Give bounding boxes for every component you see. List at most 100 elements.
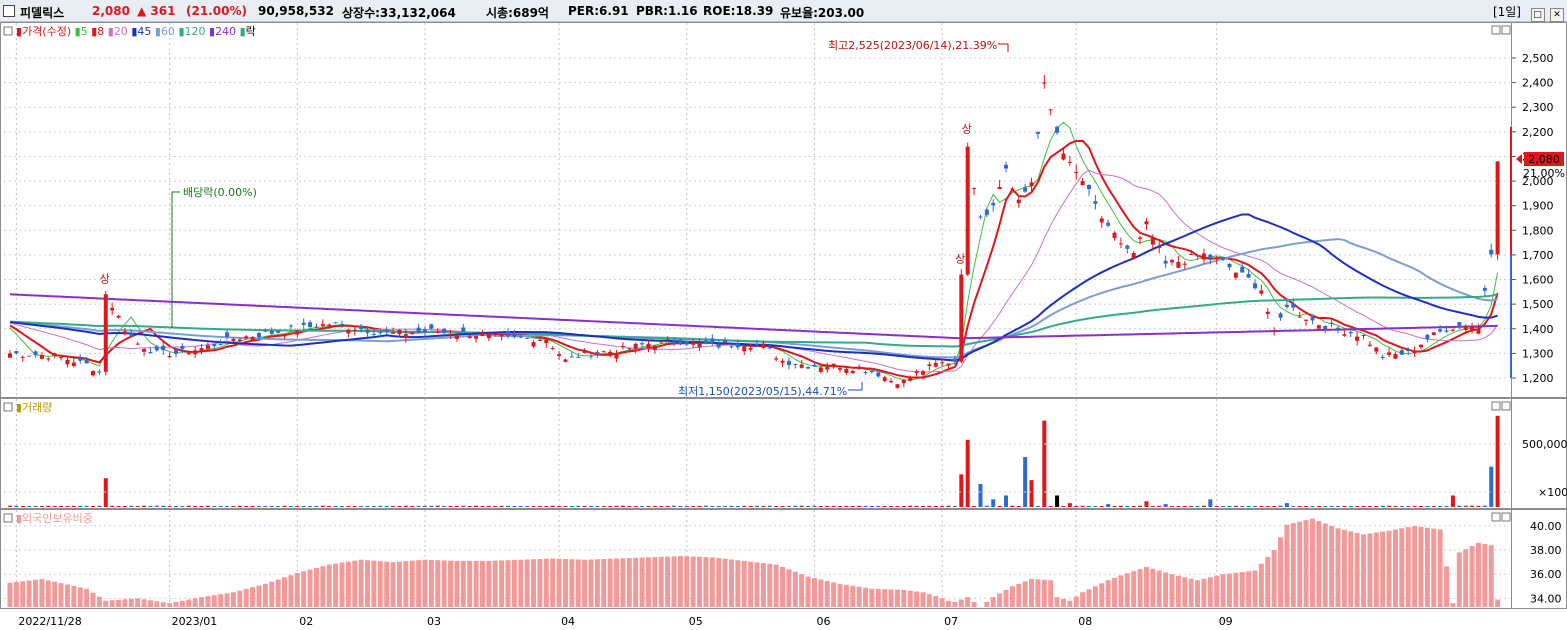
volume-bar	[1463, 505, 1468, 507]
foreign-bar	[486, 560, 492, 607]
volume-bar	[710, 505, 715, 507]
pbr-value: PBR:1.16	[636, 4, 698, 18]
foreign-bar	[313, 567, 319, 607]
volume-bar	[786, 505, 791, 507]
candle-body	[678, 340, 683, 345]
candle-body	[1253, 283, 1257, 289]
y-tick-label: 2,400	[1522, 77, 1554, 90]
volume-bar	[550, 505, 555, 507]
candle-body	[244, 336, 249, 339]
candle-body	[78, 358, 83, 361]
candle-body	[301, 322, 306, 325]
candle-body	[1214, 257, 1219, 259]
volume-bar	[142, 505, 147, 507]
volume-bar	[1259, 506, 1264, 507]
foreign-bar	[390, 562, 396, 607]
foreign-bar	[1386, 530, 1392, 607]
volume-bar	[1170, 505, 1174, 507]
foreign-bar	[1412, 525, 1418, 607]
candle-body	[889, 381, 894, 383]
y-tick-label: 1,800	[1522, 224, 1554, 237]
high-arrow	[998, 43, 1009, 52]
foreign-bar	[147, 600, 153, 607]
candle-body	[135, 343, 140, 345]
foreign-bar	[665, 556, 671, 607]
volume-bar	[218, 506, 223, 507]
x-tick-label: 09	[1219, 615, 1233, 628]
foreign-bar	[875, 588, 881, 607]
pane-close-icon	[1501, 401, 1511, 411]
foreign-bar	[901, 589, 907, 607]
candle-body	[212, 343, 217, 347]
foreign-bar	[1016, 583, 1022, 607]
volume-bar	[1074, 505, 1079, 507]
volume-bar	[154, 505, 159, 507]
pane-restore-icon	[1491, 25, 1501, 35]
foreign-bar	[1456, 552, 1462, 607]
select-checkbox[interactable]	[3, 5, 15, 17]
volume-bar	[20, 506, 25, 507]
y-tick-label: 2,000	[1522, 175, 1554, 188]
candle-body	[1004, 164, 1008, 169]
candle-body	[646, 343, 651, 348]
volume-bar	[59, 505, 64, 507]
candle-body	[46, 358, 51, 360]
volume-bar	[799, 505, 804, 507]
period-selector[interactable]: [1일]	[1492, 5, 1521, 19]
legend-ma-20: 20	[114, 25, 132, 38]
volume-bar	[984, 505, 989, 507]
maximize-button[interactable]: □	[1530, 8, 1545, 22]
volume-bar	[308, 506, 313, 507]
foreign-bar	[1354, 532, 1360, 607]
candle-body	[665, 339, 670, 341]
candle-body	[288, 325, 293, 327]
candle-body	[1425, 334, 1430, 340]
candle-body	[550, 348, 555, 350]
foreign-bar	[1303, 520, 1309, 607]
candle-body	[193, 350, 198, 355]
volume-bar	[231, 506, 236, 507]
y-tick-label: 2,500	[1522, 52, 1554, 65]
candle-body	[365, 330, 370, 333]
candle-body	[1067, 161, 1072, 163]
foreign-bar	[441, 560, 447, 607]
candle-body	[869, 371, 874, 373]
candle-body	[1195, 255, 1200, 257]
volume-bar	[461, 505, 466, 507]
foreign-bar	[1252, 570, 1258, 607]
volume-bar	[46, 505, 51, 507]
candle-body	[1374, 347, 1379, 352]
candle-body	[340, 323, 344, 325]
volume-bar	[659, 506, 664, 507]
volume-bar	[1016, 506, 1021, 507]
foreign-bar	[1143, 566, 1149, 607]
volume-bar	[1093, 506, 1098, 507]
foreign-bar	[237, 590, 243, 607]
candle-body	[831, 363, 836, 368]
volume-bar	[818, 506, 823, 507]
foreign-bar	[1048, 580, 1054, 607]
volume-bar	[1431, 506, 1436, 507]
candle-body	[780, 360, 785, 363]
candle-body	[1329, 322, 1334, 324]
volume-bar	[563, 506, 568, 507]
volume-bar	[882, 506, 887, 507]
volume-tick-label: ×100	[1538, 486, 1567, 499]
foreign-bar	[728, 559, 734, 607]
volume-bar	[346, 506, 351, 507]
foreign-bar	[933, 595, 939, 607]
volume-bar	[193, 506, 198, 507]
close-button[interactable]: ✕	[1550, 8, 1564, 22]
volume-bar	[1087, 506, 1091, 507]
volume-bar	[180, 506, 185, 507]
volume-bar	[1227, 506, 1232, 507]
foreign-bar	[199, 597, 205, 607]
volume-bar	[365, 506, 370, 507]
candle-body	[1482, 287, 1487, 291]
foreign-bar	[818, 579, 824, 607]
candle-body	[844, 368, 849, 373]
y-tick-label: 2,200	[1522, 126, 1554, 139]
candle-body	[250, 336, 255, 341]
candle-body	[1208, 254, 1213, 259]
foreign-bar	[211, 595, 217, 607]
